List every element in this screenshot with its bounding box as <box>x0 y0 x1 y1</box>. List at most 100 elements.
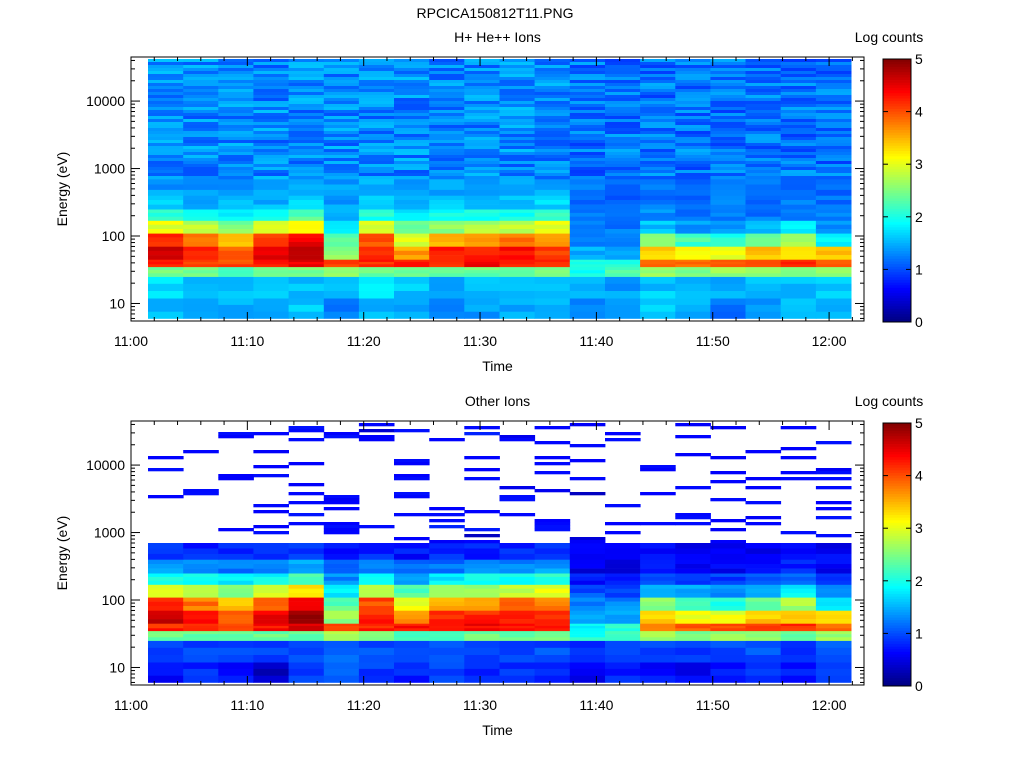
heatmap-cell <box>569 68 606 72</box>
heatmap-cell <box>183 564 219 569</box>
heatmap-cell <box>815 573 852 578</box>
heatmap-cell <box>183 92 219 96</box>
heatmap-cell <box>534 675 571 683</box>
colorbar-swatch <box>883 499 911 503</box>
heatmap-cell <box>815 161 852 165</box>
heatmap-cell <box>534 68 571 72</box>
heatmap-cell <box>183 158 219 162</box>
heatmap-cell <box>640 92 676 96</box>
heatmap-cell <box>218 80 254 84</box>
heatmap-cell <box>288 593 325 598</box>
heatmap-cell <box>640 229 676 234</box>
heatmap-cell <box>394 140 430 144</box>
heatmap-cell <box>358 101 395 105</box>
heatmap-cell <box>780 229 817 234</box>
heatmap-cell <box>569 77 606 81</box>
heatmap-cell <box>745 564 782 569</box>
heatmap-cell <box>288 170 325 174</box>
heatmap-cell <box>815 140 852 144</box>
heatmap-cell <box>429 68 465 72</box>
heatmap-cell <box>183 131 219 135</box>
heatmap-cell <box>710 101 746 105</box>
heatmap-cell <box>569 59 606 63</box>
heatmap-cell <box>464 62 500 66</box>
heatmap-cell <box>394 170 430 174</box>
heatmap-cell <box>464 634 500 638</box>
heatmap-cell <box>429 588 465 594</box>
heatmap-cell <box>675 71 711 75</box>
heatmap-cell <box>780 152 817 156</box>
heatmap-cell <box>499 164 536 168</box>
heatmap-cell <box>253 273 289 277</box>
heatmap-cell <box>394 625 430 629</box>
heatmap-cell <box>464 614 500 620</box>
heatmap-cell <box>745 264 782 268</box>
heatmap-cell <box>499 59 536 63</box>
heatmap-cell <box>394 610 430 616</box>
heatmap-cell <box>429 95 465 99</box>
heatmap-cell <box>499 614 536 620</box>
heatmap-cell <box>569 179 606 185</box>
colorbar-swatch <box>883 298 911 302</box>
heatmap-cell <box>253 95 289 99</box>
colorbar-swatch <box>883 672 911 676</box>
heatmap-cell <box>745 298 782 306</box>
heatmap-cell <box>499 170 536 174</box>
heatmap-cell <box>183 140 219 144</box>
heatmap-cell <box>358 576 395 581</box>
heatmap-cell <box>569 146 606 150</box>
heatmap-cell <box>534 525 571 529</box>
heatmap-cell <box>815 588 852 594</box>
heatmap-cell <box>640 224 676 230</box>
heatmap-cell <box>253 548 289 555</box>
heatmap-cell <box>218 298 254 306</box>
heatmap-cell <box>394 134 430 138</box>
heatmap-cell <box>780 531 817 535</box>
heatmap-cell <box>464 283 500 292</box>
heatmap-cell <box>675 513 711 517</box>
heatmap-cell <box>745 662 782 670</box>
heatmap-cell <box>394 158 430 162</box>
heatmap-cell <box>745 146 782 150</box>
heatmap-cell <box>148 95 184 99</box>
heatmap-cell <box>499 131 536 135</box>
colorbar-swatch <box>883 222 911 226</box>
heatmap-cell <box>745 283 782 292</box>
heatmap-cell <box>710 270 746 274</box>
heatmap-cell <box>358 255 395 260</box>
heatmap-cell <box>640 134 676 138</box>
heatmap-cell <box>429 255 465 260</box>
heatmap-cell <box>605 553 641 560</box>
heatmap-cell <box>288 543 325 549</box>
heatmap-cell <box>815 273 852 277</box>
heatmap-cell <box>218 637 254 641</box>
heatmap-cell <box>394 614 430 620</box>
heatmap-cell <box>815 152 852 156</box>
heatmap-cell <box>780 261 817 265</box>
heatmap-cell <box>605 125 641 129</box>
heatmap-cell <box>745 220 782 226</box>
heatmap-cell <box>429 580 465 585</box>
heatmap-cell <box>815 167 852 171</box>
heatmap-cell <box>745 131 782 135</box>
heatmap-cell <box>253 264 289 268</box>
heatmap-cell <box>183 128 219 132</box>
heatmap-cell <box>218 113 254 117</box>
colorbar-swatch <box>883 261 911 265</box>
heatmap-cell <box>815 119 852 123</box>
heatmap-cell <box>358 137 395 141</box>
colorbar-swatch <box>883 156 911 160</box>
heatmap-cell <box>323 584 360 590</box>
heatmap-cell <box>358 647 395 656</box>
colorbar-tick-label: 0 <box>915 314 923 330</box>
heatmap-cell <box>288 220 325 226</box>
heatmap-cell <box>253 125 289 129</box>
heatmap-cell <box>534 630 571 635</box>
heatmap-cell <box>183 492 219 496</box>
heatmap-cell <box>815 233 852 238</box>
colorbar-swatch <box>883 93 911 97</box>
heatmap-cell <box>464 176 500 180</box>
heatmap-cell <box>253 276 289 285</box>
heatmap-cells <box>148 59 852 319</box>
heatmap-cell <box>780 270 817 274</box>
